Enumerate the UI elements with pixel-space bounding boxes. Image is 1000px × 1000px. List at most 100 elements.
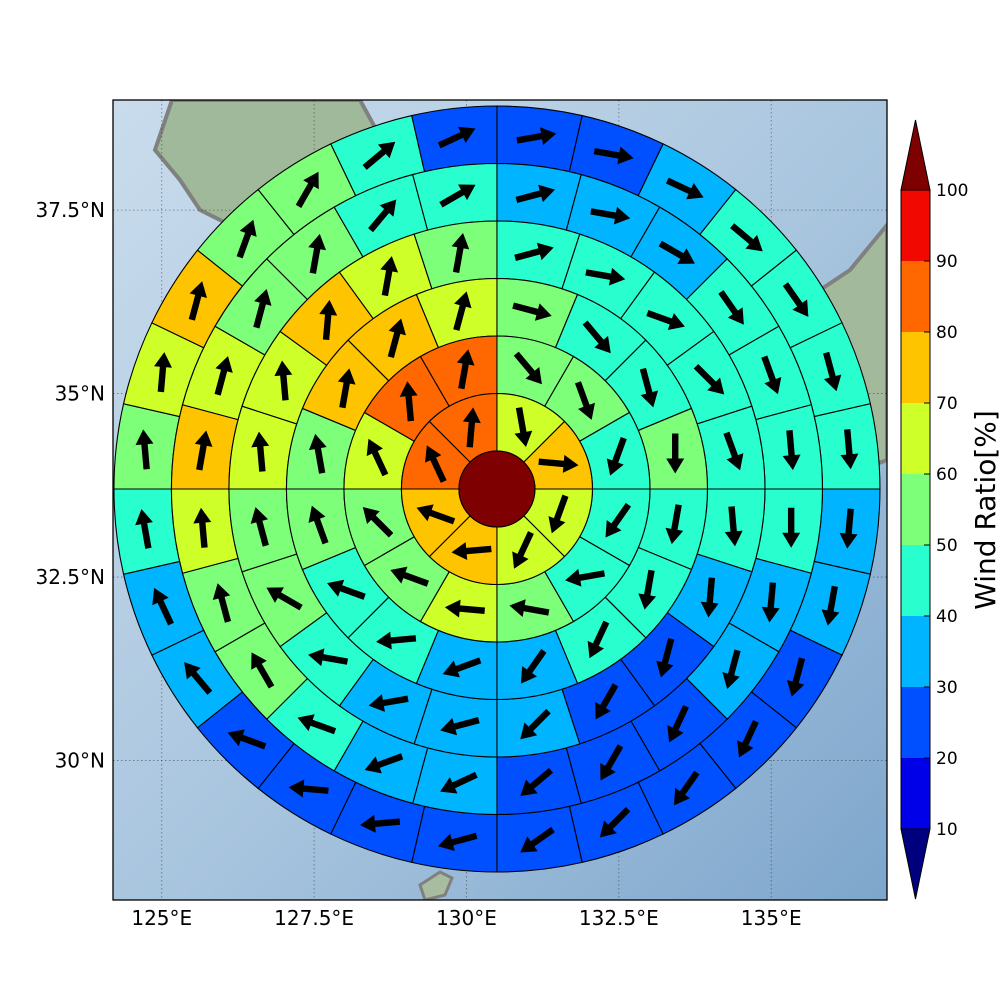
- wind-arrow: [786, 657, 806, 697]
- wind-arrow: [574, 381, 595, 420]
- y-tick-label: 30°N: [55, 749, 105, 773]
- wind-arrow: [515, 184, 556, 204]
- wind-arrow: [840, 429, 859, 470]
- y-tick-label: 37.5°N: [36, 198, 106, 222]
- x-tick-label: 130°E: [436, 906, 497, 930]
- wind-arrow: [154, 352, 172, 393]
- wind-arrow: [376, 631, 417, 650]
- wind-arrow: [512, 302, 552, 321]
- wind-arrow: [638, 569, 657, 610]
- wind-arrow: [718, 290, 744, 325]
- colorbar-segment: [901, 758, 930, 829]
- colorbar-tick-label: 70: [936, 394, 958, 414]
- wind-arrow: [839, 508, 858, 549]
- wind-arrow: [585, 267, 626, 286]
- wind-arrow: [730, 223, 763, 252]
- x-tick-label: 132.5°E: [579, 906, 659, 930]
- wind-arrow: [251, 652, 275, 689]
- wind-arrow: [512, 531, 534, 569]
- wind-arrow: [288, 779, 329, 798]
- colorbar-title: Wind Ratio[%]: [969, 410, 1000, 610]
- wind-arrow: [646, 309, 685, 330]
- wind-arrow: [444, 599, 485, 618]
- colorbar-segment: [901, 616, 930, 687]
- x-axis-ticks: 125°E 127.5°E 130°E 132.5°E 135°E: [131, 906, 801, 930]
- wind-arrow: [437, 126, 476, 149]
- wind-arrow: [135, 429, 154, 470]
- center-cell: [458, 450, 536, 528]
- wind-arrow: [520, 649, 547, 684]
- wind-arrow: [236, 219, 257, 259]
- wind-arrow: [188, 281, 207, 321]
- wind-arrow: [360, 814, 401, 833]
- wind-arrow: [587, 620, 610, 659]
- wind-arrow: [666, 433, 685, 474]
- wind-arrow: [673, 770, 700, 806]
- colorbar-tick-label: 50: [936, 536, 958, 556]
- wind-arrow: [308, 648, 349, 667]
- wind-arrow: [319, 299, 338, 341]
- wind-arrow: [582, 320, 611, 354]
- colorbar-tick-label: 100: [936, 181, 968, 201]
- colorbar-segment: [901, 261, 930, 332]
- wind-arrow: [538, 454, 579, 473]
- wind-arrow: [193, 507, 212, 548]
- colorbar-tick-label: 10: [936, 820, 958, 840]
- colorbar-tick-label: 40: [936, 607, 958, 627]
- wind-arrow: [227, 729, 267, 750]
- wind-arrow: [364, 753, 404, 774]
- colorbar-tick-label: 90: [936, 252, 958, 272]
- wind-arrow: [380, 256, 399, 297]
- wind-arrow: [437, 832, 478, 852]
- wind-arrow: [214, 356, 233, 396]
- wind-arrow: [368, 694, 409, 712]
- wind-arrow: [387, 318, 406, 359]
- colorbar-tick-label: 60: [936, 465, 958, 485]
- wind-arrow: [440, 771, 478, 794]
- wind-arrow: [520, 767, 554, 797]
- wind-arrow: [513, 351, 542, 385]
- wind-arrow: [514, 242, 554, 261]
- wind-arrow: [251, 431, 270, 472]
- wind-arrow: [440, 717, 480, 736]
- colorbar-segment: [901, 474, 930, 545]
- wind-arrow: [548, 494, 569, 534]
- colorbar-extend-max: [900, 119, 931, 191]
- wind-arrow: [593, 146, 634, 165]
- wind-arrow: [595, 683, 619, 720]
- colorbar-tick-label: 20: [936, 749, 958, 769]
- polar-grid: [113, 105, 881, 873]
- wind-arrow: [451, 542, 492, 561]
- wind-arrow: [439, 184, 476, 208]
- x-tick-label: 135°E: [741, 906, 802, 930]
- wind-arrow: [722, 649, 741, 689]
- wind-arrow: [194, 430, 213, 471]
- wind-arrow: [509, 599, 550, 618]
- y-tick-label: 35°N: [55, 382, 105, 406]
- wind-arrow: [212, 583, 232, 623]
- wind-arrow: [362, 141, 396, 170]
- wind-arrow: [390, 566, 429, 587]
- wind-arrow: [399, 381, 418, 422]
- colorbar-frame: [900, 189, 931, 830]
- wind-arrow: [667, 704, 689, 743]
- wind-arrow: [416, 504, 456, 525]
- wind-arrow: [656, 638, 675, 678]
- wind-arrow: [665, 177, 704, 200]
- wind-arrow: [462, 407, 481, 448]
- wind-arrow: [737, 720, 759, 758]
- wind-arrow: [516, 127, 557, 145]
- x-tick-label: 127.5°E: [274, 906, 354, 930]
- colorbar-segment: [901, 190, 930, 261]
- y-tick-label: 32.5°N: [36, 565, 106, 589]
- colorbar-segment: [901, 687, 930, 758]
- wind-arrow: [782, 282, 809, 317]
- wind-arrow: [606, 436, 627, 476]
- map-frame: [112, 99, 888, 901]
- wind-arrow: [639, 367, 659, 408]
- wind-arrow: [724, 506, 743, 547]
- colorbar-extend-min: [900, 828, 931, 900]
- wind-arrow: [590, 206, 631, 225]
- colorbar-segment: [901, 545, 930, 616]
- wind-arrow: [297, 714, 337, 735]
